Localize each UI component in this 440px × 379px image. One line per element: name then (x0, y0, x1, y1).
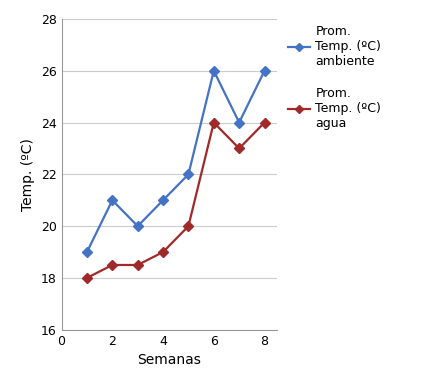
Prom.
Temp. (ºC)
ambiente (211, 69, 216, 73)
Prom.
Temp. (ºC)
agua (110, 263, 115, 267)
Prom.
Temp. (ºC)
ambiente (135, 224, 140, 229)
Prom.
Temp. (ºC)
ambiente (262, 69, 267, 73)
Prom.
Temp. (ºC)
agua (161, 250, 166, 254)
X-axis label: Semanas: Semanas (137, 353, 202, 367)
Prom.
Temp. (ºC)
agua (262, 120, 267, 125)
Prom.
Temp. (ºC)
ambiente (161, 198, 166, 202)
Line: Prom.
Temp. (ºC)
agua: Prom. Temp. (ºC) agua (84, 119, 268, 281)
Prom.
Temp. (ºC)
ambiente (237, 120, 242, 125)
Prom.
Temp. (ºC)
ambiente (186, 172, 191, 177)
Legend: Prom.
Temp. (ºC)
ambiente, Prom.
Temp. (ºC)
agua: Prom. Temp. (ºC) ambiente, Prom. Temp. (… (288, 25, 381, 130)
Prom.
Temp. (ºC)
ambiente (84, 250, 90, 254)
Prom.
Temp. (ºC)
ambiente (110, 198, 115, 202)
Prom.
Temp. (ºC)
agua (84, 276, 90, 280)
Prom.
Temp. (ºC)
agua (237, 146, 242, 151)
Prom.
Temp. (ºC)
agua (135, 263, 140, 267)
Line: Prom.
Temp. (ºC)
ambiente: Prom. Temp. (ºC) ambiente (84, 67, 268, 255)
Y-axis label: Temp. (ºC): Temp. (ºC) (21, 138, 35, 211)
Prom.
Temp. (ºC)
agua (211, 120, 216, 125)
Prom.
Temp. (ºC)
agua (186, 224, 191, 229)
